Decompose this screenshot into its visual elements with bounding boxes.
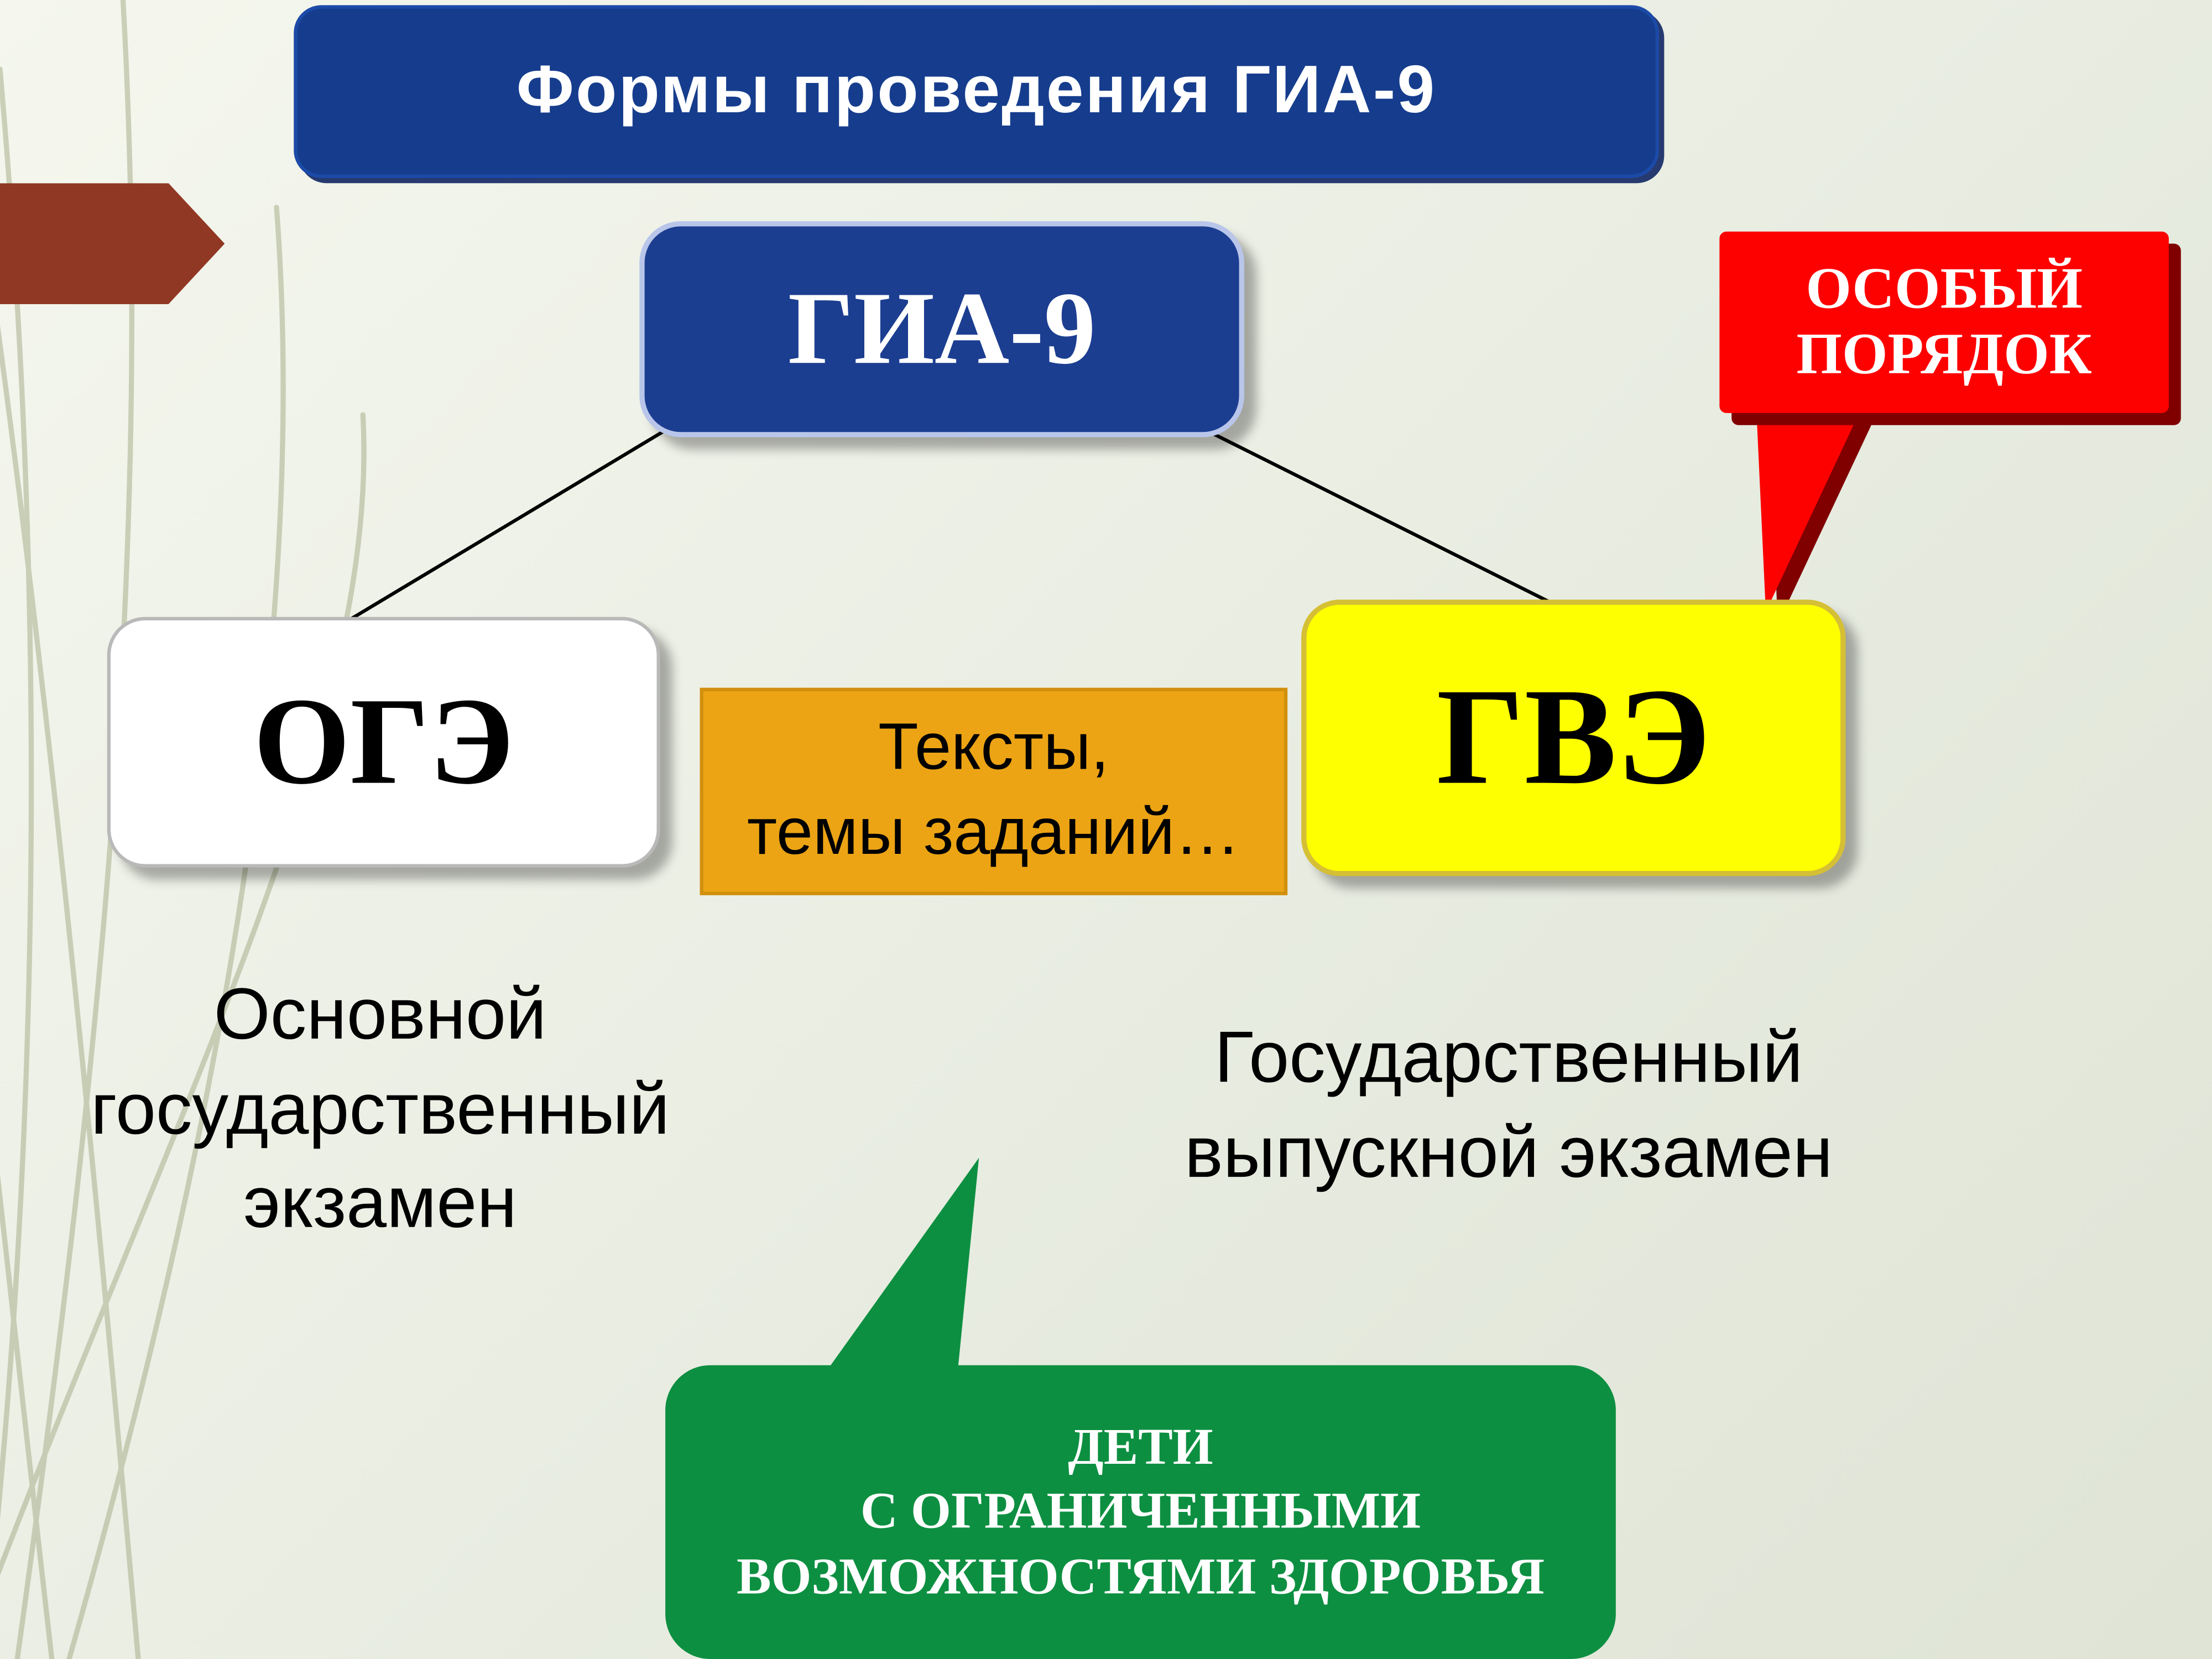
middle-box: Тексты,темы заданий… xyxy=(700,688,1288,895)
root-box-label: ГИА-9 xyxy=(788,270,1096,389)
middle-box-text: Тексты,темы заданий… xyxy=(747,706,1240,877)
gve-description-text: Государственный выпускной экзамен xyxy=(1185,1016,1833,1192)
red-callout-text: ОСОБЫЙПОРЯДОК xyxy=(1796,258,2091,387)
title-text: Формы проведения ГИА-9 xyxy=(517,51,1437,132)
green-callout-tail xyxy=(818,1158,997,1383)
green-callout: ДЕТИС ОГРАНИЧЕННЫМИ ВОЗМОЖНОСТЯМИ ЗДОРОВ… xyxy=(665,1365,1616,1659)
gve-description: Государственный выпускной экзамен xyxy=(1103,1011,1915,1199)
red-callout: ОСОБЫЙПОРЯДОК xyxy=(1719,232,2169,413)
gve-box: ГВЭ xyxy=(1301,599,1845,876)
root-box: ГИА-9 xyxy=(639,221,1244,437)
oge-description-text: Основной государственный экзамен xyxy=(91,973,670,1243)
oge-description: Основной государственный экзамен xyxy=(0,968,760,1251)
green-callout-text: ДЕТИС ОГРАНИЧЕННЫМИ ВОЗМОЖНОСТЯМИ ЗДОРОВ… xyxy=(682,1415,1598,1610)
title-bar: Формы проведения ГИА-9 xyxy=(294,5,1659,178)
pentagon-arrow-icon xyxy=(0,183,225,304)
oge-box-label: ОГЭ xyxy=(253,671,514,814)
slide-stage: Формы проведения ГИА-9 ГИА-9 ОСОБЫЙПОРЯД… xyxy=(0,0,2212,1659)
oge-box: ОГЭ xyxy=(107,617,660,868)
red-callout-tail xyxy=(1741,404,1863,612)
gve-box-label: ГВЭ xyxy=(1437,659,1710,816)
